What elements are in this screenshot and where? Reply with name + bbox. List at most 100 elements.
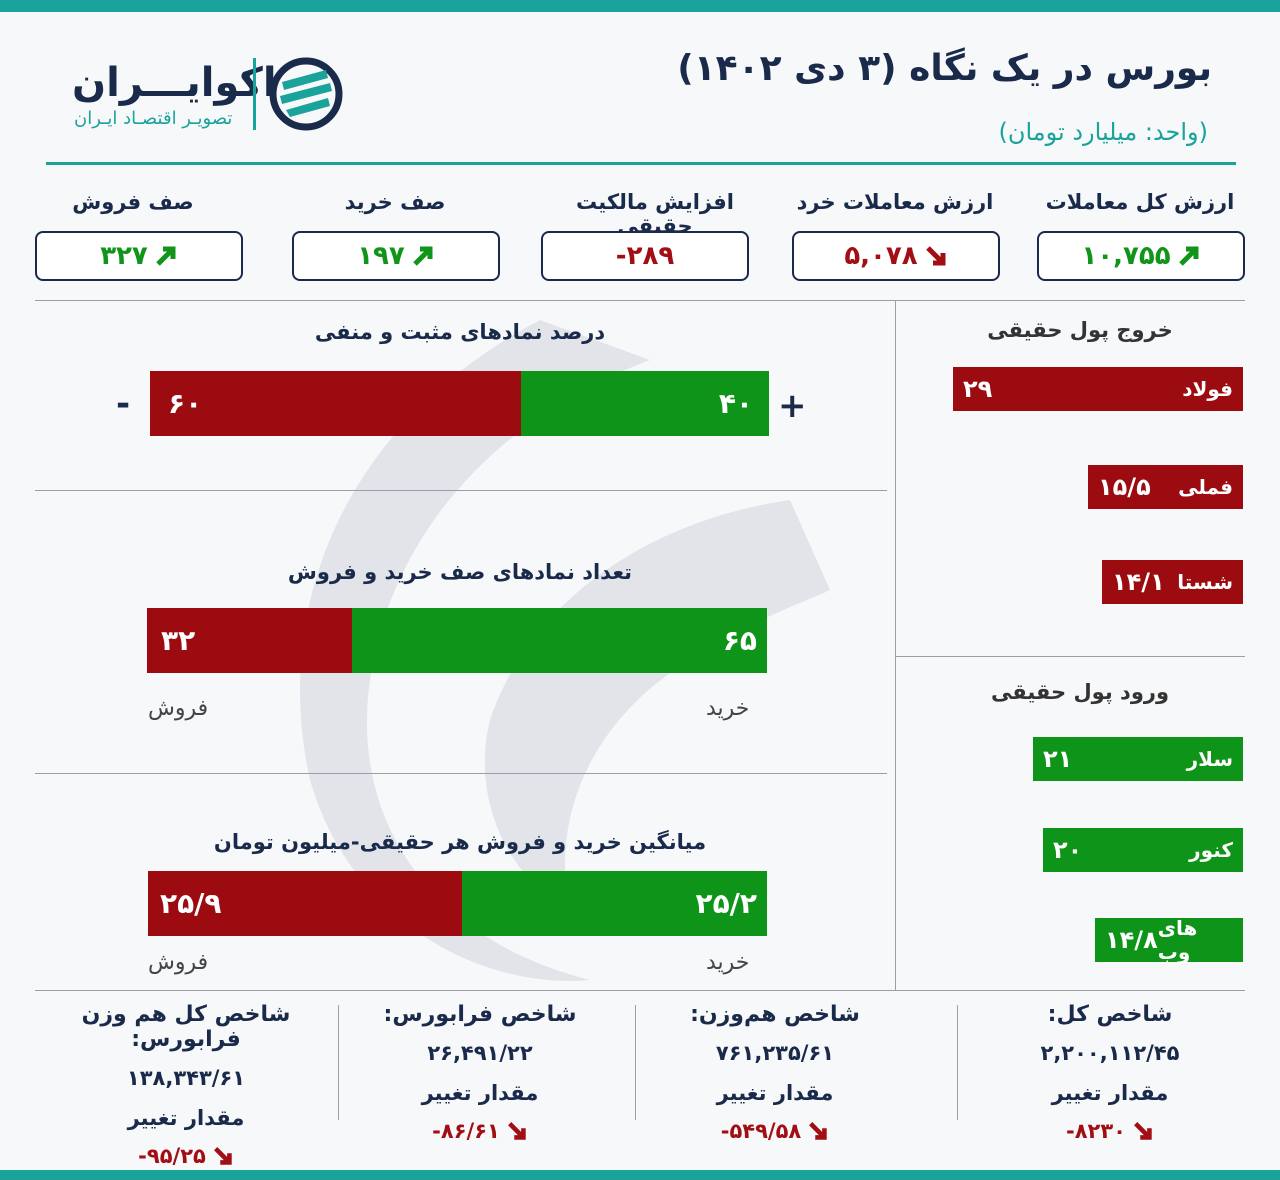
sell-queue-bar: ۳۲ — [147, 608, 352, 673]
outflow-value: ۱۴/۱ — [1112, 568, 1165, 596]
top-accent-bar — [0, 0, 1280, 12]
inflow-bar: ۲۰ کنور — [1043, 828, 1243, 872]
divider — [957, 1005, 958, 1120]
arrow-down-right-icon — [1134, 1122, 1152, 1140]
negative-value: ۶۰ — [168, 387, 203, 420]
arrow-down-right-icon — [213, 1147, 232, 1165]
arrow-down-right-icon — [925, 246, 946, 266]
inflow-value: ۲۱ — [1043, 745, 1073, 773]
index-change-value: -۸۶/۶۱ — [432, 1119, 500, 1143]
index-title: شاخص کل: — [1047, 1002, 1173, 1027]
divider — [35, 773, 887, 774]
kpi-value: -۲۸۹ — [615, 241, 675, 271]
index-change-value: -۵۴۹/۵۸ — [720, 1119, 802, 1143]
index-change-label: مقدار تغییر — [421, 1081, 539, 1105]
index-change: -۵۴۹/۵۸ — [625, 1119, 925, 1143]
kpi-value: ۱۹۷ — [357, 241, 405, 271]
sell-queue-value: ۳۲ — [161, 624, 196, 657]
inflow-value: ۲۰ — [1053, 836, 1083, 864]
outflow-bar: ۲۹ فولاد — [953, 367, 1243, 411]
index-block: شاخص هم‌وزن: ۷۶۱,۲۳۵/۶۱ مقدار تغییر -۵۴۹/۵۸ — [625, 1002, 925, 1143]
kpi-box-buy-queue: ۱۹۷ — [292, 231, 500, 281]
index-change: -۹۵/۲۵ — [36, 1144, 336, 1168]
arrow-up-right-icon — [413, 246, 433, 266]
divider — [35, 490, 887, 491]
index-value: ۲۶,۴۹۱/۲۲ — [427, 1041, 533, 1065]
kpi-value: ۳۲۷ — [100, 241, 148, 271]
ecoiran-logo-icon — [269, 57, 343, 131]
outflow-bar: ۱۴/۱ شستا — [1102, 560, 1243, 604]
kpi-label-total-value: ارزش کل معاملات — [1045, 190, 1235, 214]
outflow-symbol: فملی — [1178, 475, 1233, 499]
divider — [338, 1005, 339, 1120]
outflow-symbol: فولاد — [1182, 377, 1233, 401]
kpi-box-total-value: ۱۰,۷۵۵ — [1037, 231, 1245, 281]
index-value: ۲,۲۰۰,۱۱۲/۴۵ — [1040, 1041, 1180, 1065]
arrow-down-right-icon — [507, 1122, 526, 1140]
kpi-label-buy-queue: صف خرید — [344, 190, 446, 214]
inflow-symbol: سلار — [1186, 747, 1233, 771]
positive-value: ۴۰ — [718, 387, 753, 420]
arrow-down-right-icon — [809, 1122, 827, 1140]
index-change: -۸۲۳۰ — [960, 1119, 1260, 1143]
positive-bar: ۴۰ — [521, 371, 769, 436]
outflow-value: ۲۹ — [963, 375, 993, 403]
index-change-value: -۹۵/۲۵ — [138, 1144, 206, 1168]
index-change-value: -۸۲۳۰ — [1066, 1119, 1126, 1143]
buy-queue-bar: ۶۵ — [352, 608, 767, 673]
inflow-symbol: های وب — [1157, 916, 1198, 964]
index-title: شاخص فرابورس: — [383, 1002, 577, 1027]
index-title: شاخص هم‌وزن: — [690, 1002, 860, 1027]
sell-caption: فروش — [148, 950, 209, 975]
logo-divider — [253, 58, 256, 130]
outflow-title: خروج پول حقیقی — [987, 318, 1173, 342]
index-value: ۱۳۸,۳۴۳/۶۱ — [126, 1066, 246, 1090]
negative-bar: ۶۰ — [150, 371, 521, 436]
section-title-pos-neg: درصد نمادهای مثبت و منفی — [314, 320, 606, 344]
inflow-symbol: کنور — [1189, 838, 1233, 862]
plus-sign: + — [778, 386, 807, 426]
header-divider — [46, 162, 1236, 165]
outflow-symbol: شستا — [1177, 570, 1233, 594]
section-title-queues: تعداد نمادهای صف خرید و فروش — [287, 560, 633, 584]
inflow-bar: ۱۴/۸ های وب — [1095, 916, 1243, 964]
divider — [35, 300, 1245, 301]
index-block: شاخص کل هم وزن فرابورس: ۱۳۸,۳۴۳/۶۱ مقدار ت… — [36, 1002, 336, 1168]
index-change-label: مقدار تغییر — [1051, 1081, 1169, 1105]
outflow-bar: ۱۵/۵ فملی — [1088, 465, 1243, 509]
index-title: شاخص کل هم وزن فرابورس: — [81, 1002, 291, 1052]
index-change-label: مقدار تغییر — [716, 1081, 834, 1105]
logo-name: اکوایـــران — [72, 60, 277, 106]
logo-tagline: تصویـر اقتصـاد ایـران — [74, 108, 233, 129]
kpi-box-individual-ownership: -۲۸۹ — [541, 231, 749, 281]
buy-queue-value: ۶۵ — [722, 624, 757, 657]
bottom-accent-bar — [0, 1170, 1280, 1180]
avg-sell-value: ۲۵/۹ — [160, 887, 222, 920]
divider — [895, 300, 896, 990]
sell-caption: فروش — [148, 696, 209, 721]
kpi-box-sell-queue: ۳۲۷ — [35, 231, 243, 281]
kpi-label-retail-value: ارزش معاملات خرد — [796, 190, 994, 214]
kpi-label-sell-queue: صف فروش — [72, 190, 194, 214]
watermark-logo — [299, 320, 830, 981]
index-block: شاخص کل: ۲,۲۰۰,۱۱۲/۴۵ مقدار تغییر -۸۲۳۰ — [960, 1002, 1260, 1143]
index-change-label: مقدار تغییر — [127, 1106, 245, 1130]
unit-note: (واحد: میلیارد تومان) — [998, 118, 1208, 146]
index-value: ۷۶۱,۲۳۵/۶۱ — [715, 1041, 835, 1065]
kpi-box-retail-value: ۵,۰۷۸ — [792, 231, 1000, 281]
divider — [635, 1005, 636, 1120]
avg-sell-bar: ۲۵/۹ — [148, 871, 462, 936]
arrow-up-right-icon — [156, 246, 176, 266]
arrow-up-right-icon — [1178, 246, 1199, 266]
outflow-value: ۱۵/۵ — [1098, 473, 1151, 501]
section-title-avg-trade: میانگین خرید و فروش هر حقیقی-میلیون توما… — [213, 830, 707, 854]
avg-buy-value: ۲۵/۲ — [695, 887, 758, 920]
divider — [35, 990, 1245, 991]
kpi-value: ۱۰,۷۵۵ — [1081, 241, 1171, 271]
divider — [895, 656, 1245, 657]
buy-caption: خرید — [706, 696, 750, 721]
inflow-title: ورود پول حقیقی — [990, 680, 1170, 704]
inflow-value: ۱۴/۸ — [1105, 926, 1158, 954]
kpi-value: ۵,۰۷۸ — [844, 241, 918, 271]
avg-buy-bar: ۲۵/۲ — [462, 871, 767, 936]
